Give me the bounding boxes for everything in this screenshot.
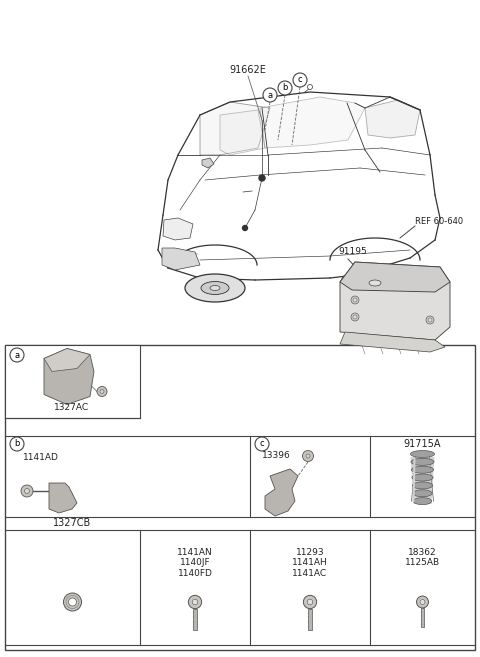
Circle shape	[263, 88, 277, 102]
Bar	[5, 345, 475, 650]
Circle shape	[97, 386, 107, 397]
Polygon shape	[162, 248, 200, 270]
Polygon shape	[260, 97, 365, 148]
Text: 91662E: 91662E	[229, 65, 266, 75]
Ellipse shape	[341, 267, 409, 299]
Text: REF 60-640: REF 60-640	[415, 217, 463, 227]
Circle shape	[259, 175, 265, 181]
Ellipse shape	[201, 281, 229, 294]
Circle shape	[63, 593, 82, 611]
Polygon shape	[340, 262, 450, 340]
Ellipse shape	[411, 459, 434, 465]
Circle shape	[192, 599, 198, 605]
Text: a: a	[267, 91, 273, 99]
Circle shape	[426, 316, 434, 324]
Ellipse shape	[369, 280, 381, 286]
Bar	[5, 345, 140, 418]
Circle shape	[293, 73, 307, 87]
Text: a: a	[14, 350, 20, 359]
Polygon shape	[49, 483, 77, 513]
Circle shape	[242, 225, 248, 231]
Bar	[308, 608, 312, 629]
Ellipse shape	[413, 489, 432, 497]
Circle shape	[10, 437, 24, 451]
Text: 91715A: 91715A	[404, 439, 441, 449]
Text: 1141AD: 1141AD	[23, 453, 59, 463]
Text: b: b	[14, 440, 20, 449]
Circle shape	[100, 390, 104, 394]
Text: c: c	[260, 440, 264, 449]
Ellipse shape	[412, 474, 433, 481]
Ellipse shape	[410, 451, 434, 457]
Circle shape	[351, 313, 359, 321]
Polygon shape	[163, 218, 193, 240]
Circle shape	[306, 454, 310, 458]
Bar	[421, 608, 424, 627]
Polygon shape	[410, 457, 434, 504]
Circle shape	[308, 85, 312, 89]
Polygon shape	[44, 348, 90, 371]
Polygon shape	[220, 110, 265, 155]
Ellipse shape	[185, 274, 245, 302]
Text: 13396: 13396	[262, 451, 291, 461]
Circle shape	[188, 595, 202, 608]
Circle shape	[420, 599, 425, 604]
Polygon shape	[202, 158, 214, 168]
Circle shape	[278, 81, 292, 95]
Circle shape	[353, 298, 357, 302]
Polygon shape	[200, 102, 270, 155]
Polygon shape	[340, 332, 445, 352]
Polygon shape	[340, 262, 450, 292]
Text: 1327AC: 1327AC	[54, 403, 90, 413]
Text: 91195: 91195	[338, 248, 367, 256]
Polygon shape	[365, 100, 420, 138]
Polygon shape	[265, 469, 298, 516]
Polygon shape	[44, 348, 94, 405]
Circle shape	[428, 318, 432, 322]
Ellipse shape	[413, 497, 432, 505]
Circle shape	[302, 451, 313, 461]
Text: b: b	[282, 83, 288, 93]
Text: c: c	[298, 76, 302, 85]
Ellipse shape	[411, 466, 433, 473]
Circle shape	[10, 348, 24, 362]
Text: 11293
1141AH
1141AC: 11293 1141AH 1141AC	[292, 548, 328, 578]
Circle shape	[417, 596, 429, 608]
Text: 1327CB: 1327CB	[53, 518, 92, 528]
Circle shape	[307, 599, 313, 605]
Circle shape	[69, 598, 76, 606]
Circle shape	[303, 595, 317, 608]
Circle shape	[353, 315, 357, 319]
Text: 1141AN
1140JF
1140FD: 1141AN 1140JF 1140FD	[177, 548, 213, 578]
Text: 18362
1125AB: 18362 1125AB	[405, 548, 440, 568]
Circle shape	[351, 296, 359, 304]
Circle shape	[21, 485, 33, 497]
Bar	[193, 608, 197, 629]
Ellipse shape	[359, 275, 391, 290]
Circle shape	[24, 489, 29, 493]
Circle shape	[255, 437, 269, 451]
Ellipse shape	[210, 286, 220, 290]
Ellipse shape	[412, 482, 432, 489]
